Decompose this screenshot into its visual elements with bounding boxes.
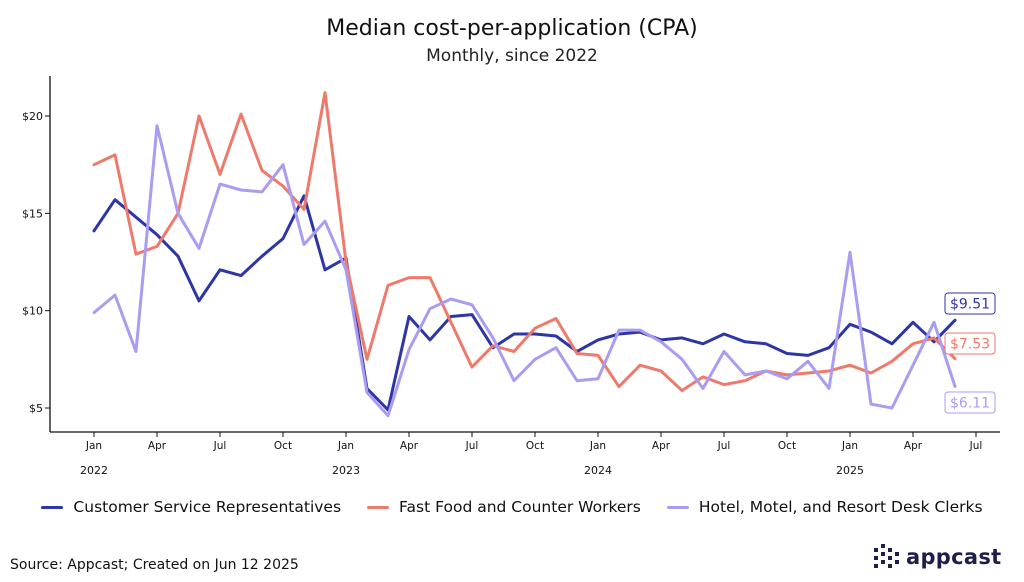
- appcast-logo: appcast: [874, 544, 1002, 570]
- x-tick-label: Apr: [148, 440, 167, 452]
- x-tick-label: Oct: [274, 440, 292, 452]
- x-tick-label: Apr: [904, 440, 923, 452]
- end-value-label: $6.11: [950, 396, 990, 412]
- x-tick-label: Jan: [841, 440, 858, 452]
- y-tick-label: $10: [22, 305, 43, 318]
- x-tick-label: Oct: [778, 440, 796, 452]
- x-tick-label: Jan: [337, 440, 354, 452]
- x-tick-label: Oct: [526, 440, 544, 452]
- legend-item-fast-food: Fast Food and Counter Workers: [367, 498, 641, 516]
- end-value-box: [944, 332, 996, 355]
- legend-label: Hotel, Motel, and Resort Desk Clerks: [698, 498, 983, 516]
- chart-legend: Customer Service Representatives Fast Fo…: [0, 498, 1024, 516]
- x-tick-label: Jul: [213, 440, 227, 452]
- x-year-label: 2024: [584, 464, 612, 477]
- x-year-label: 2022: [80, 464, 108, 477]
- end-value-label: $9.51: [950, 297, 990, 313]
- end-value-box: [944, 391, 996, 414]
- legend-label: Fast Food and Counter Workers: [399, 498, 641, 516]
- legend-label: Customer Service Representatives: [73, 498, 342, 516]
- end-value-box: [944, 292, 996, 315]
- source-note: Source: Appcast; Created on Jun 12 2025: [10, 557, 299, 573]
- legend-swatch-icon: [367, 505, 390, 509]
- legend-item-customer-service: Customer Service Representatives: [41, 498, 341, 516]
- x-tick-label: Apr: [652, 440, 671, 452]
- logo-text: appcast: [906, 545, 1002, 569]
- series-line: [92, 91, 957, 392]
- chart-title: Median cost-per-application (CPA): [326, 16, 698, 41]
- y-tick-label: $5: [29, 402, 43, 415]
- y-tick-label: $20: [22, 110, 43, 123]
- legend-swatch-icon: [666, 505, 689, 509]
- x-tick-label: Jul: [717, 440, 731, 452]
- series-line: [92, 124, 957, 418]
- legend-swatch-icon: [41, 505, 64, 509]
- x-tick-label: Jul: [969, 440, 983, 452]
- series-line: [92, 194, 957, 412]
- x-tick-label: Jan: [85, 440, 102, 452]
- y-tick-label: $15: [22, 207, 43, 220]
- chart-subtitle: Monthly, since 2022: [426, 46, 598, 66]
- end-value-label: $7.53: [950, 337, 990, 353]
- x-tick-label: Apr: [400, 440, 419, 452]
- appcast-logo-icon: [874, 544, 899, 568]
- x-tick-label: Jul: [465, 440, 479, 452]
- legend-item-hotel-desk-clerks: Hotel, Motel, and Resort Desk Clerks: [666, 498, 983, 516]
- x-year-label: 2025: [836, 464, 864, 477]
- x-year-label: 2023: [332, 464, 360, 477]
- x-tick-label: Jan: [589, 440, 606, 452]
